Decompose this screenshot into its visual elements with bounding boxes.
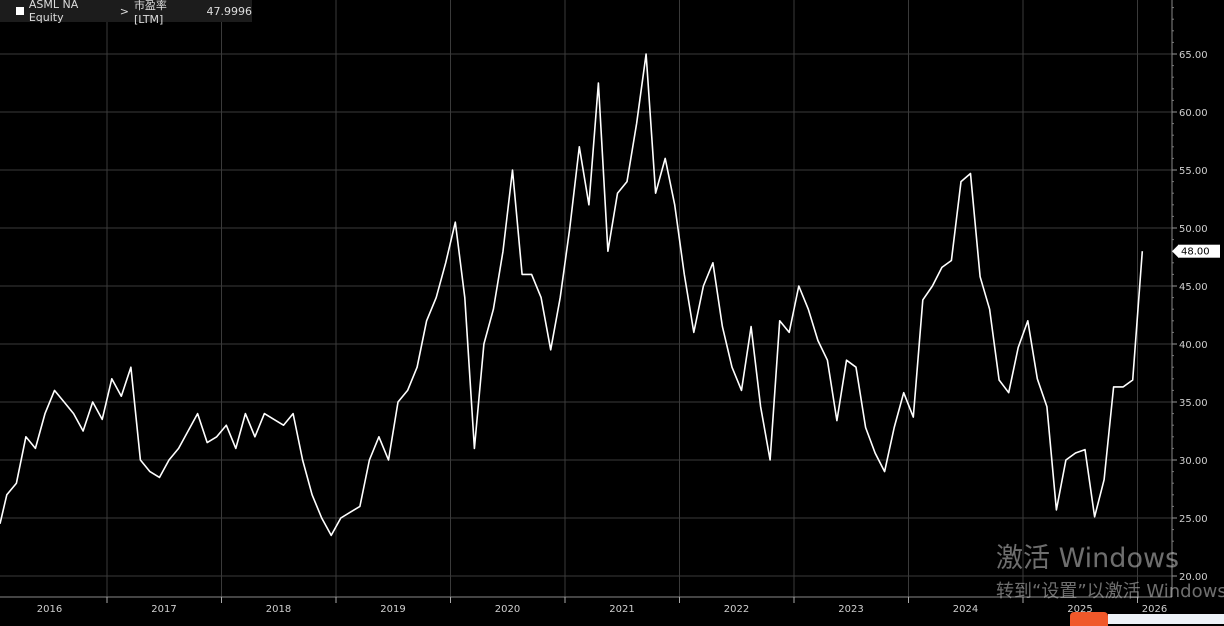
y-tick-label: 40.00 — [1179, 340, 1208, 351]
y-tick-label: 25.00 — [1179, 514, 1208, 525]
legend-last-value: 47.9996 — [206, 4, 253, 18]
x-tick-label: 2025 — [1067, 604, 1092, 615]
x-tick-label: 2022 — [724, 604, 749, 615]
legend-ticker: ASML NA Equity — [28, 0, 79, 24]
x-tick-label: 2021 — [609, 604, 634, 615]
gridlines — [0, 0, 1172, 597]
current-value-marker: 48.00 — [1172, 244, 1220, 258]
x-tick-label: 2026 — [1142, 604, 1167, 615]
y-tick-label: 35.00 — [1179, 398, 1208, 409]
x-axis: 2016 2017 2018 2019 2020 2021 2022 2023 2024 2025… — [0, 596, 1172, 615]
y-tick-label: 20.00 — [1179, 572, 1208, 583]
x-tick-label: 2024 — [953, 604, 978, 615]
current-value-label: 48.00 — [1181, 247, 1210, 258]
x-tick-label: 2018 — [266, 604, 291, 615]
activation-watermark-subtitle: 转到“设置”以激活 Windows。 — [996, 581, 1224, 602]
y-tick-label: 50.00 — [1179, 224, 1208, 235]
y-tick-label: 45.00 — [1179, 282, 1208, 293]
x-tick-label: 2020 — [495, 604, 520, 615]
series-swatch — [16, 7, 24, 15]
y-tick-label: 30.00 — [1179, 456, 1208, 467]
legend-separator: > — [119, 4, 129, 18]
x-tick-label: 2017 — [151, 604, 176, 615]
taskbar — [1108, 614, 1224, 624]
x-tick-label: 2019 — [380, 604, 405, 615]
y-tick-label: 60.00 — [1179, 108, 1208, 119]
y-tick-label: 65.00 — [1179, 50, 1208, 61]
legend[interactable]: ASML NA Equity > 市盈率 [LTM] 47.9996 — [0, 0, 253, 26]
x-tick-label: 2016 — [37, 604, 62, 615]
taskbar-app-icon[interactable] — [1070, 612, 1108, 626]
x-tick-label: 2023 — [838, 604, 863, 615]
series-line — [0, 53, 1144, 537]
y-tick-label: 55.00 — [1179, 166, 1208, 177]
y-axis: 20.00 25.00 30.00 35.00 40.00 45.00 50.00 55.00… — [1171, 0, 1208, 597]
activation-watermark-title: 激活 Windows — [996, 543, 1180, 574]
legend-field: 市盈率 [LTM] — [133, 0, 167, 26]
